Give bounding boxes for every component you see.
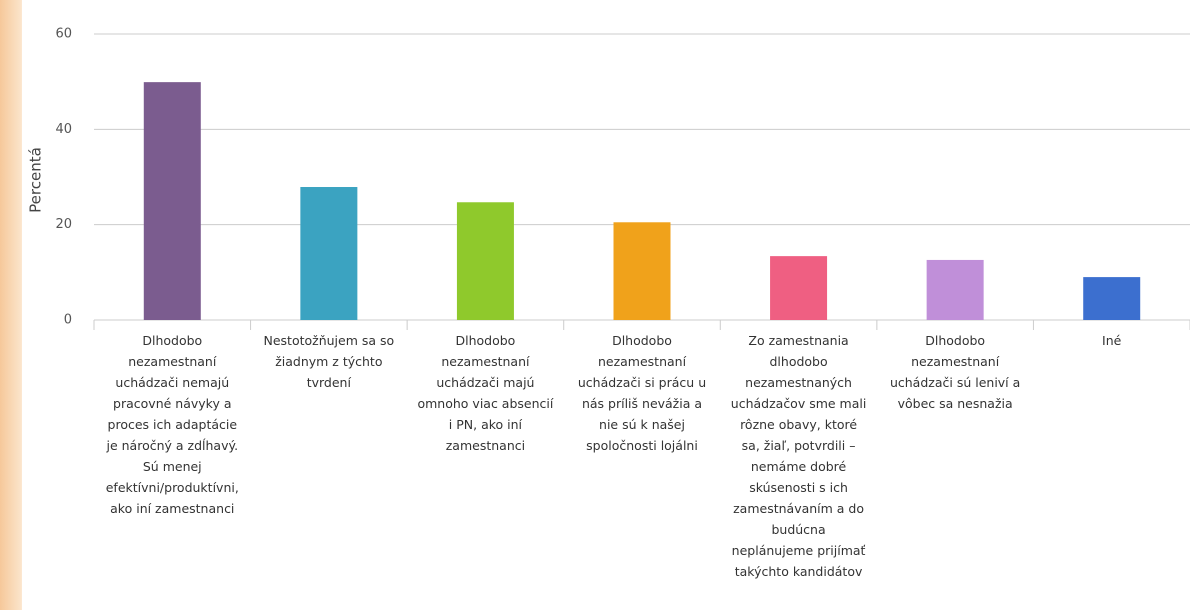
bar bbox=[456, 202, 514, 320]
x-tick-label: Iné bbox=[1102, 333, 1122, 348]
x-tick-label: Nestotožňujem sa so žiadnym z týchto tvr… bbox=[263, 333, 395, 390]
bar bbox=[300, 187, 358, 320]
y-tick-label: 0 bbox=[64, 313, 72, 328]
x-tick-label: Dlhodobo nezamestnaní uchádzači majú omn… bbox=[417, 333, 554, 453]
bar bbox=[1083, 277, 1141, 320]
x-tick-label: Dlhodobo nezamestnaní uchádzači sú leniv… bbox=[889, 333, 1021, 411]
bar bbox=[143, 82, 201, 320]
bar bbox=[613, 222, 671, 320]
x-tick-label: Zo zamestnania dlhodobo nezamestnaných u… bbox=[730, 333, 867, 579]
y-tick-label: 40 bbox=[55, 122, 72, 137]
y-tick-label: 60 bbox=[55, 27, 72, 42]
x-tick-label: Dlhodobo nezamestnaní uchádzači si prácu… bbox=[577, 333, 707, 453]
y-axis-label: Percentá bbox=[27, 147, 45, 213]
bar bbox=[926, 259, 984, 320]
x-tick-label: Dlhodobo nezamestnaní uchádzači nemajú p… bbox=[105, 333, 239, 516]
bar bbox=[770, 256, 828, 320]
plot-background bbox=[22, 0, 1190, 610]
y-tick-label: 20 bbox=[55, 217, 72, 232]
